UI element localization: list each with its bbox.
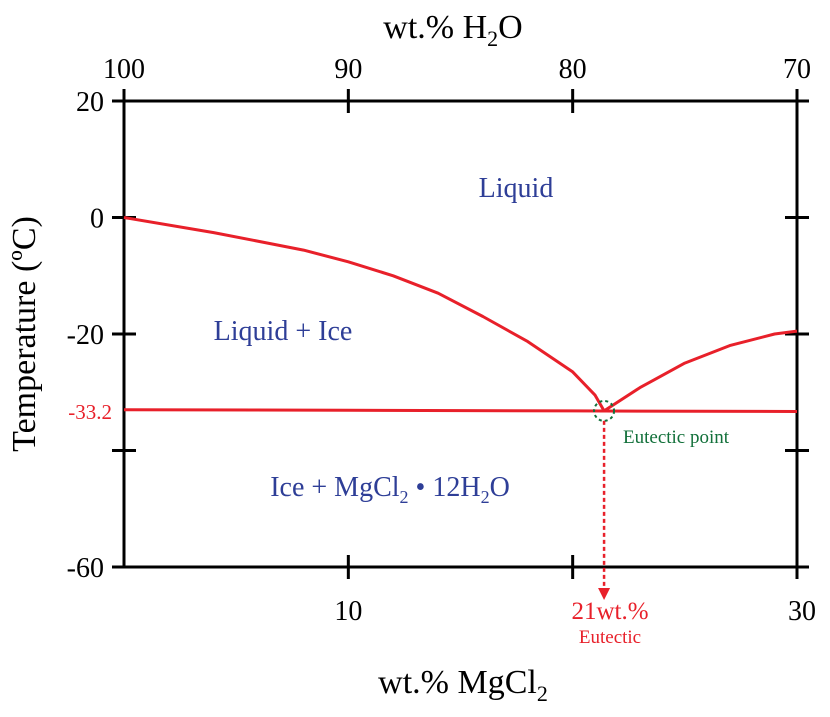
liquidus-ice-curve <box>123 216 606 412</box>
y-tick-label-1: 0 <box>90 204 104 235</box>
eutectic-composition-label: 21wt.% <box>571 598 648 625</box>
liquidus-hydrate-curve <box>603 329 798 413</box>
region-label-liquid: Liquid <box>479 173 554 204</box>
y-tick-label-3: -60 <box>67 553 104 584</box>
y-axis-label: Temperature (ºC) <box>6 216 43 452</box>
top-tick-label-2: 80 <box>559 54 587 85</box>
y-highlight-tick-label: -33.2 <box>68 400 112 424</box>
x-axis: 10 30 <box>334 555 816 627</box>
top-axis-label: wt.% H2O <box>383 9 522 51</box>
x-tick-label-1: 30 <box>788 596 816 627</box>
eutectic-line <box>123 408 798 413</box>
eutectic-point-circle <box>593 399 616 422</box>
y-tick-label-0: 20 <box>76 87 104 118</box>
eutectic-arrowhead <box>598 588 611 600</box>
y-axis: 20 0 -20 -60 -33.2 <box>67 87 809 584</box>
eutectic-marker <box>593 399 616 600</box>
eutectic-caption: Eutectic <box>579 627 641 648</box>
x-tick-label-0: 10 <box>334 596 362 627</box>
top-axis: 100 90 80 70 <box>103 54 811 113</box>
top-tick-label-0: 100 <box>103 54 145 85</box>
eutectic-point-label: Eutectic point <box>623 427 730 448</box>
y-tick-label-2: -20 <box>67 320 104 351</box>
region-label-ice-hydrate: Ice + MgCl2 • 12H2O <box>270 472 510 507</box>
top-tick-label-3: 70 <box>783 54 811 85</box>
phase-curves <box>123 216 798 413</box>
x-axis-label: wt.% MgCl2 <box>378 664 548 706</box>
region-label-liquid-ice: Liquid + Ice <box>214 316 353 347</box>
top-tick-label-1: 90 <box>334 54 362 85</box>
